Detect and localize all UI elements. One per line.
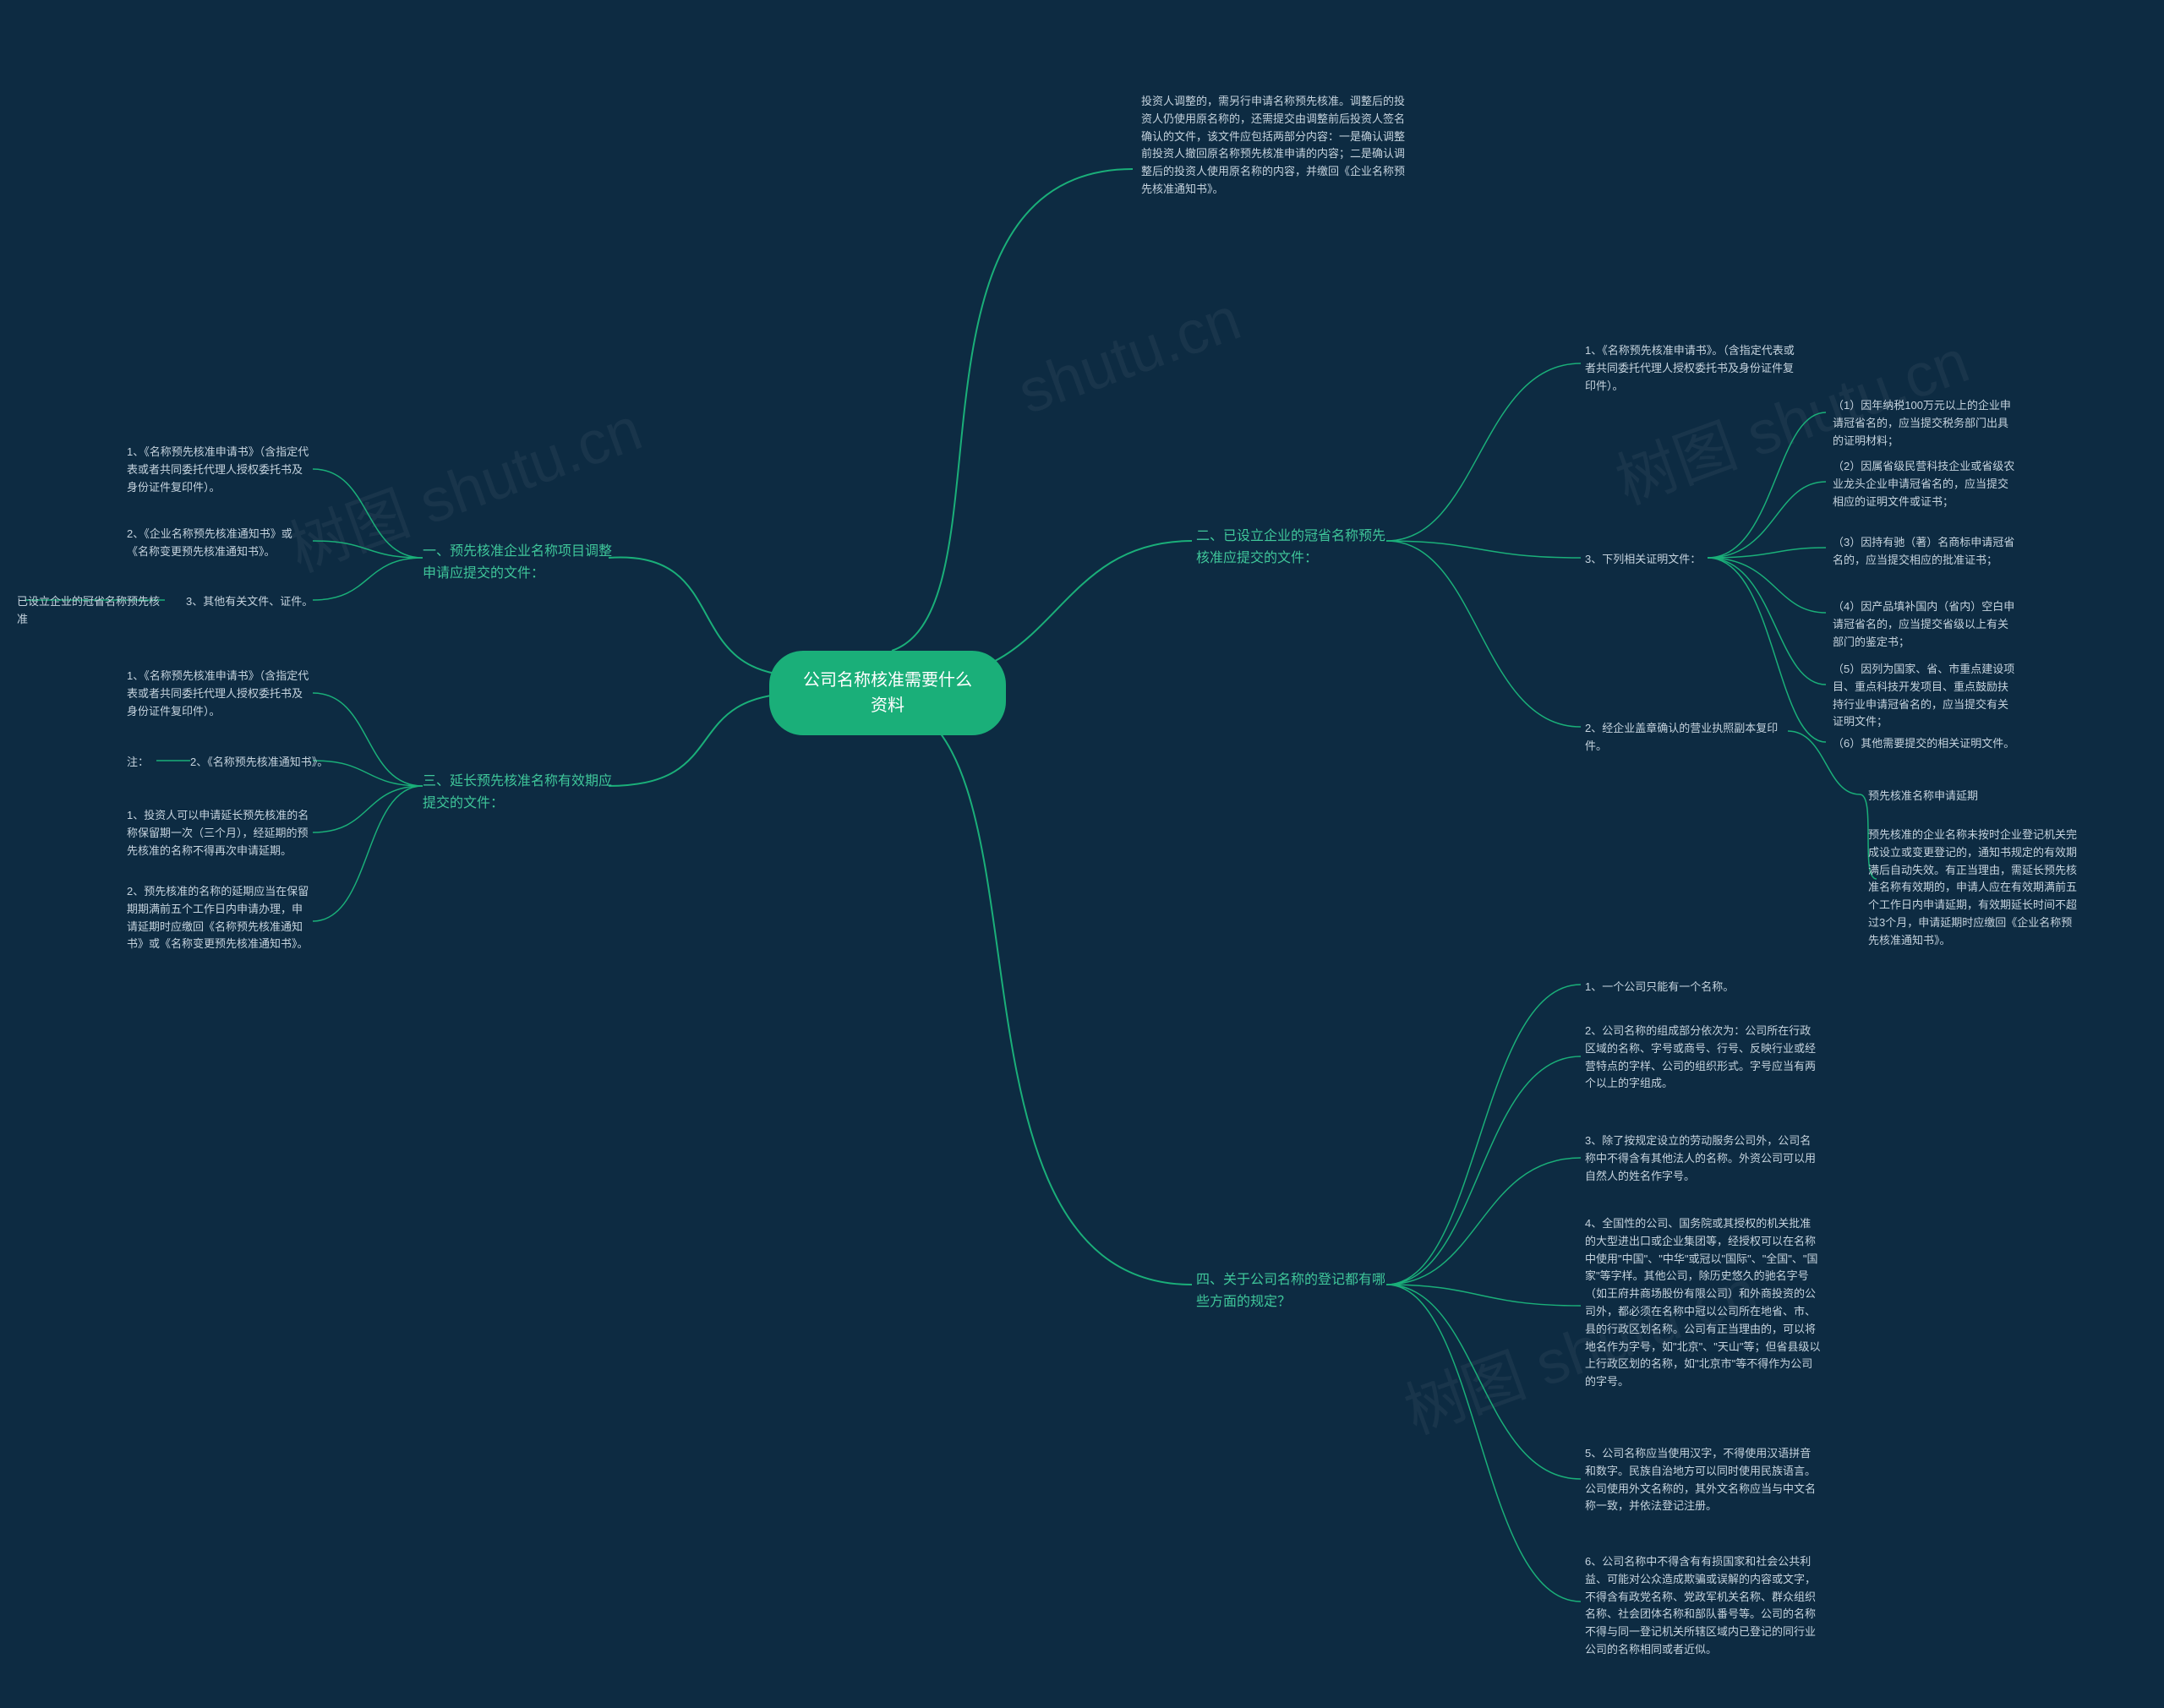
- branch-2-leaf-2: 2、经企业盖章确认的营业执照副本复印件。: [1585, 720, 1796, 756]
- branch-2-title: 二、已设立企业的冠省名称预先核准应提交的文件：: [1196, 526, 1391, 569]
- branch-3-leaf-3: 1、投资人可以申请延长预先核准的名称保留期一次（三个月），经延期的预先核准的名称…: [127, 807, 313, 859]
- branch-2-sub-2: （2）因属省级民营科技企业或省级农业龙头企业申请冠省名的，应当提交相应的证明文件…: [1833, 458, 2019, 510]
- branch-1-leaf-1: 1、《名称预先核准申请书》（含指定代表或者共同委托代理人授权委托书及身份证件复印…: [127, 444, 313, 496]
- branch-2-ext-text: 预先核准的企业名称未按时企业登记机关完成设立或变更登记的，通知书规定的有效期满后…: [1868, 827, 2079, 950]
- branch-4-leaf-1: 1、一个公司只能有一个名称。: [1585, 979, 1734, 996]
- branch-2-leaf-1: 1、《名称预先核准申请书》。（含指定代表或者共同委托代理人授权委托书及身份证件复…: [1585, 342, 1796, 395]
- branch-1-leaf-3-prefix: 已设立企业的冠省名称预先核准: [17, 593, 169, 629]
- branch-2-sub-3: （3）因持有驰（著）名商标申请冠省名的，应当提交相应的批准证书；: [1833, 534, 2019, 570]
- branch-2-sub-5: （5）因列为国家、省、市重点建设项目、重点科技开发项目、重点鼓励扶持行业申请冠省…: [1833, 661, 2019, 731]
- branch-2-sub-6: （6）其他需要提交的相关证明文件。: [1833, 735, 2014, 753]
- branch-3-leaf-1: 1、《名称预先核准申请书》（含指定代表或者共同委托代理人授权委托书及身份证件复印…: [127, 668, 313, 720]
- branch-4-leaf-4: 4、全国性的公司、国务院或其授权的机关批准的大型进出口或企业集团等，经授权可以在…: [1585, 1215, 1822, 1391]
- top-right-paragraph: 投资人调整的，需另行申请名称预先核准。调整后的投资人仍使用原名称的，还需提交由调…: [1141, 93, 1412, 199]
- watermark: shutu.cn: [1009, 284, 1249, 428]
- branch-2-sub-4: （4）因产品填补国内（省内）空白申请冠省名的，应当提交省级以上有关部门的鉴定书；: [1833, 598, 2019, 651]
- branch-2-ext-title: 预先核准名称申请延期: [1868, 788, 1978, 805]
- center-node: 公司名称核准需要什么资料: [769, 651, 1006, 735]
- branch-2-leaf-3: 3、下列相关证明文件：: [1585, 551, 1701, 569]
- branch-3-note-label: 注：: [127, 754, 149, 772]
- branch-3-leaf-4: 2、预先核准的名称的延期应当在保留期期满前五个工作日内申请办理，申请延期时应缴回…: [127, 883, 313, 953]
- branch-1-leaf-2: 2、《企业名称预先核准通知书》或《名称变更预先核准通知书》。: [127, 526, 313, 561]
- branch-3-leaf-2: 2、《名称预先核准通知书》。: [190, 754, 328, 772]
- mindmap-connectors: [0, 0, 2164, 1708]
- branch-4-title: 四、关于公司名称的登记都有哪些方面的规定？: [1196, 1269, 1391, 1312]
- branch-1-leaf-3: 3、其他有关文件、证件。: [186, 593, 313, 611]
- branch-4-leaf-5: 5、公司名称应当使用汉字，不得使用汉语拼音和数字。民族自治地方可以同时使用民族语…: [1585, 1445, 1822, 1515]
- branch-3-title: 三、延长预先核准名称有效期应提交的文件：: [423, 771, 617, 814]
- branch-2-sub-1: （1）因年纳税100万元以上的企业申请冠省名的，应当提交税务部门出具的证明材料；: [1833, 397, 2019, 450]
- branch-4-leaf-6: 6、公司名称中不得含有有损国家和社会公共利益、可能对公众造成欺骗或误解的内容或文…: [1585, 1553, 1822, 1659]
- branch-4-leaf-2: 2、公司名称的组成部分依次为：公司所在行政区域的名称、字号或商号、行号、反映行业…: [1585, 1023, 1822, 1093]
- branch-4-leaf-3: 3、除了按规定设立的劳动服务公司外，公司名称中不得含有其他法人的名称。外资公司可…: [1585, 1132, 1822, 1185]
- branch-1-title: 一、预先核准企业名称项目调整申请应提交的文件：: [423, 541, 617, 584]
